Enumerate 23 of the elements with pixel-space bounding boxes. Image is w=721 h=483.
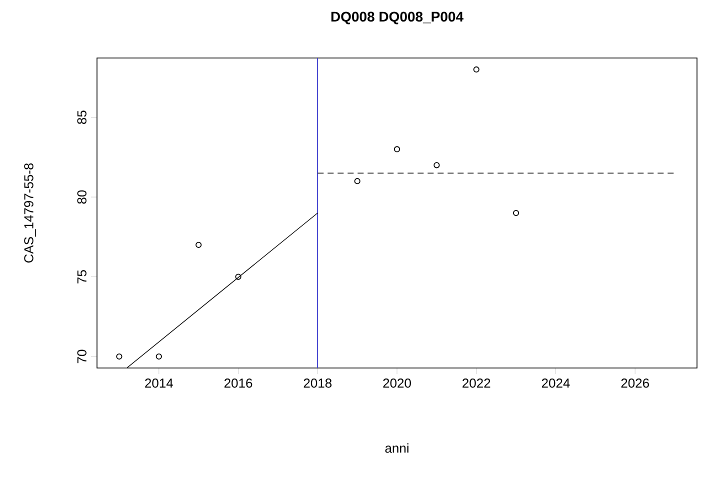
point bbox=[434, 162, 440, 168]
point bbox=[196, 242, 202, 248]
point bbox=[235, 274, 242, 280]
x-tick-label: 2026 bbox=[621, 378, 649, 388]
point bbox=[513, 210, 520, 216]
chart-title: DQ008 DQ008_P004 bbox=[331, 12, 464, 24]
point bbox=[116, 353, 122, 360]
y-tick-label: 80 bbox=[77, 190, 86, 204]
point bbox=[354, 178, 360, 184]
point bbox=[473, 66, 480, 73]
y-axis-title: CAS_14797-55-8 bbox=[24, 163, 36, 263]
x-axis-title: anni bbox=[385, 443, 408, 453]
x-tick-label: 2024 bbox=[542, 378, 570, 388]
x-tick-label: 2014 bbox=[145, 378, 173, 388]
point bbox=[394, 146, 400, 152]
x-tick-label: 2016 bbox=[224, 378, 252, 388]
x-tick-label: 2018 bbox=[304, 378, 332, 388]
point bbox=[156, 353, 162, 360]
y-tick-label: 75 bbox=[77, 270, 86, 284]
y-tick-label: 85 bbox=[77, 110, 86, 124]
x-tick-label: 2022 bbox=[462, 378, 490, 388]
x-tick-label: 2020 bbox=[383, 378, 411, 388]
y-tick-label: 70 bbox=[77, 350, 86, 364]
